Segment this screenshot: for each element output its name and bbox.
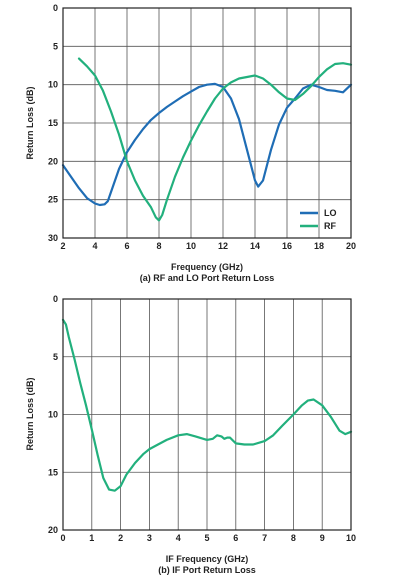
x-tick-label: 0	[60, 533, 65, 543]
y-tick-label: 5	[53, 352, 58, 362]
y-tick-label: 10	[48, 410, 58, 420]
x-tick-label: 3	[147, 533, 152, 543]
x-tick-label: 6	[233, 533, 238, 543]
y-tick-label: 0	[53, 294, 58, 304]
plot-frame-b	[62, 298, 352, 531]
x-tick-label: 5	[204, 533, 209, 543]
x-tick-label: 4	[176, 533, 181, 543]
plot-frame-a	[62, 7, 352, 239]
x-tick-label: 20	[346, 241, 356, 251]
y-tick-label: 10	[48, 80, 58, 90]
legend-label-lo: LO	[324, 208, 337, 218]
x-tick-label: 8	[291, 533, 296, 543]
ticks-b: 0 1 2 3 4 5 6 7 8 9 10 0 5 10 15 20	[48, 294, 356, 543]
legend-label-rf: RF	[324, 221, 336, 231]
x-tick-label: 14	[250, 241, 260, 251]
x-axis-label-b: IF Frequency (GHz)	[166, 554, 249, 564]
y-tick-label: 20	[48, 525, 58, 535]
y-tick-label: 30	[48, 233, 58, 243]
x-tick-label: 10	[346, 533, 356, 543]
y-tick-label: 0	[53, 3, 58, 13]
chart-rf-lo-return-loss: 2 4 6 8 10 12 14 16 18 20 0 5 10 15 20 25 30 LO RF Frequ…	[25, 3, 356, 283]
y-tick-label: 15	[48, 467, 58, 477]
x-tick-label: 12	[218, 241, 228, 251]
x-tick-label: 18	[314, 241, 324, 251]
x-tick-label: 9	[320, 533, 325, 543]
caption-b: (b) IF Port Return Loss	[158, 565, 256, 575]
y-tick-label: 5	[53, 41, 58, 51]
y-tick-label: 15	[48, 118, 58, 128]
series-line-if	[61, 318, 353, 492]
x-tick-label: 1	[89, 533, 94, 543]
x-tick-label: 7	[262, 533, 267, 543]
x-tick-label: 16	[282, 241, 292, 251]
ticks-a: 2 4 6 8 10 12 14 16 18 20 0 5 10 15 20 25 30	[48, 3, 356, 251]
x-axis-label-a: Frequency (GHz)	[171, 262, 243, 272]
x-tick-label: 4	[92, 241, 97, 251]
legend: LO RF	[300, 208, 337, 231]
x-tick-label: 2	[118, 533, 123, 543]
x-tick-label: 6	[124, 241, 129, 251]
x-tick-label: 2	[60, 241, 65, 251]
caption-a: (a) RF and LO Port Return Loss	[140, 273, 275, 283]
y-tick-label: 20	[48, 156, 58, 166]
y-axis-label-b: Return Loss (dB)	[25, 377, 35, 450]
series-a	[61, 57, 353, 222]
y-axis-label-a: Return Loss (dB)	[25, 86, 35, 159]
series-b	[61, 318, 353, 492]
series-line-rf	[77, 57, 353, 222]
y-tick-label: 25	[48, 195, 58, 205]
x-tick-label: 8	[156, 241, 161, 251]
series-line-lo	[61, 82, 353, 207]
x-tick-label: 10	[186, 241, 196, 251]
